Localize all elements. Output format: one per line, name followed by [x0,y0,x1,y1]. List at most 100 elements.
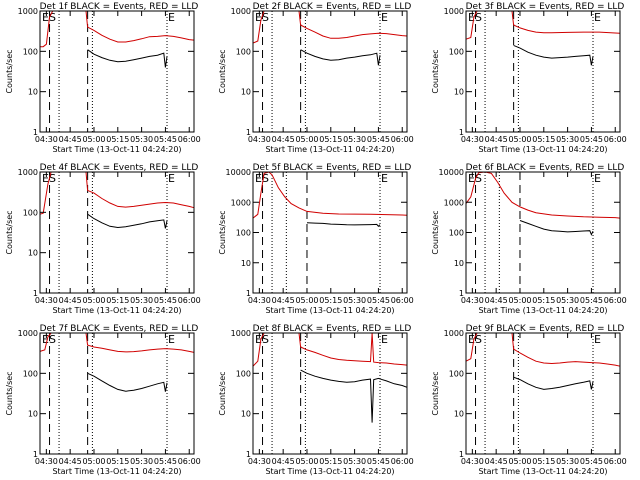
x-tick-label: 04:45 [272,296,295,305]
x-tick-label: 04:45 [59,296,82,305]
x-tick-label: 05:15 [319,457,342,466]
y-axis-label: Counts/sec [431,49,440,93]
x-tick-label: 05:00 [508,135,531,144]
x-tick-label: 04:45 [59,457,82,466]
chart-title: Det 7f BLACK = Events, RED = LLD [40,324,199,334]
x-tick-label: 04:45 [485,296,508,305]
chart-title: Det 5f BLACK = Events, RED = LLD [253,163,412,173]
x-tick-label: 04:30 [248,135,271,144]
y-tick-label: 1 [33,450,38,459]
marker-label: E [168,11,175,24]
x-axis-label: Start Time (13-Oct-11 04:24:20) [265,306,394,315]
y-tick-label: 1000 [18,7,38,16]
y-tick-label: 1000 [444,329,464,338]
y-tick-label: 100 [449,369,464,378]
x-tick-label: 05:00 [295,457,318,466]
x-tick-label: 05:15 [532,296,555,305]
marker-label: E [594,172,601,185]
marker-label: S [49,333,56,346]
x-tick-label: 05:15 [319,296,342,305]
x-tick-label: 04:45 [272,135,295,144]
x-tick-label: 06:00 [604,457,627,466]
marker-label: S [262,333,269,346]
x-axis-label: Start Time (13-Oct-11 04:24:20) [478,145,607,154]
y-axis-label: Counts/sec [218,49,227,93]
y-tick-label: 10000 [226,168,251,177]
x-tick-label: 04:45 [485,135,508,144]
x-tick-label: 06:00 [391,457,414,466]
chart-title: Det 8f BLACK = Events, RED = LLD [253,324,412,334]
series-red-lld-line [465,10,621,40]
marker-label: E [42,333,49,346]
plot-frame [39,171,195,294]
y-axis-label: Counts/sec [5,210,14,254]
x-tick-label: 05:45 [580,135,603,144]
x-tick-label: 05:45 [154,135,177,144]
x-tick-label: 05:00 [82,457,105,466]
x-tick-label: 05:15 [106,135,129,144]
y-tick-label: 1 [33,289,38,298]
y-tick-label: 100 [236,229,251,238]
y-tick-label: 1 [459,289,464,298]
y-tick-label: 1 [246,289,251,298]
y-tick-label: 10 [454,88,464,97]
series-black-events-line [87,213,168,229]
plot-frame [465,332,621,455]
marker-label: E [381,172,388,185]
series-black-events-line [300,49,381,66]
x-tick-label: 05:15 [106,457,129,466]
marker-label: E [594,11,601,24]
y-tick-label: 10 [454,410,464,419]
x-tick-label: 04:30 [35,457,58,466]
x-tick-label: 05:30 [343,457,366,466]
x-tick-label: 05:45 [367,457,390,466]
marker-label: S [262,11,269,24]
chart-title: Det 1f BLACK = Events, RED = LLD [40,2,199,12]
marker-label: E [42,172,49,185]
y-axis-label: Counts/sec [5,371,14,415]
x-tick-label: 05:45 [367,296,390,305]
y-tick-label: 1 [246,128,251,137]
y-tick-label: 100 [23,47,38,56]
x-tick-label: 06:00 [604,296,627,305]
x-tick-label: 06:00 [178,457,201,466]
plot-frame [39,332,195,455]
chart-title: Det 9f BLACK = Events, RED = LLD [466,324,625,334]
y-axis-label: Counts/sec [218,371,227,415]
x-tick-label: 05:30 [343,296,366,305]
x-tick-label: 05:45 [580,457,603,466]
x-tick-label: 04:30 [461,296,484,305]
x-tick-label: 04:30 [35,135,58,144]
marker-label: E [168,333,175,346]
x-tick-label: 05:15 [532,457,555,466]
x-tick-label: 05:00 [508,457,531,466]
series-black-events-line [513,44,594,66]
y-tick-label: 10 [28,249,38,258]
x-tick-label: 05:00 [82,135,105,144]
y-tick-label: 10 [241,88,251,97]
y-axis-label: Counts/sec [431,371,440,415]
x-tick-label: 04:45 [272,457,295,466]
y-axis-label: Counts/sec [5,49,14,93]
x-axis-label: Start Time (13-Oct-11 04:24:20) [478,306,607,315]
x-tick-label: 05:30 [130,296,153,305]
x-tick-label: 05:00 [295,135,318,144]
y-tick-label: 100 [449,229,464,238]
marker-label: S [49,172,56,185]
x-tick-label: 05:15 [532,135,555,144]
series-black-events-line [87,49,168,68]
x-tick-label: 04:45 [485,457,508,466]
x-axis-label: Start Time (13-Oct-11 04:24:20) [478,467,607,476]
y-tick-label: 10000 [439,168,464,177]
series-black-events-line [87,372,168,392]
y-tick-label: 1000 [18,329,38,338]
x-tick-label: 04:30 [35,296,58,305]
y-tick-label: 1000 [444,198,464,207]
x-tick-label: 06:00 [178,135,201,144]
